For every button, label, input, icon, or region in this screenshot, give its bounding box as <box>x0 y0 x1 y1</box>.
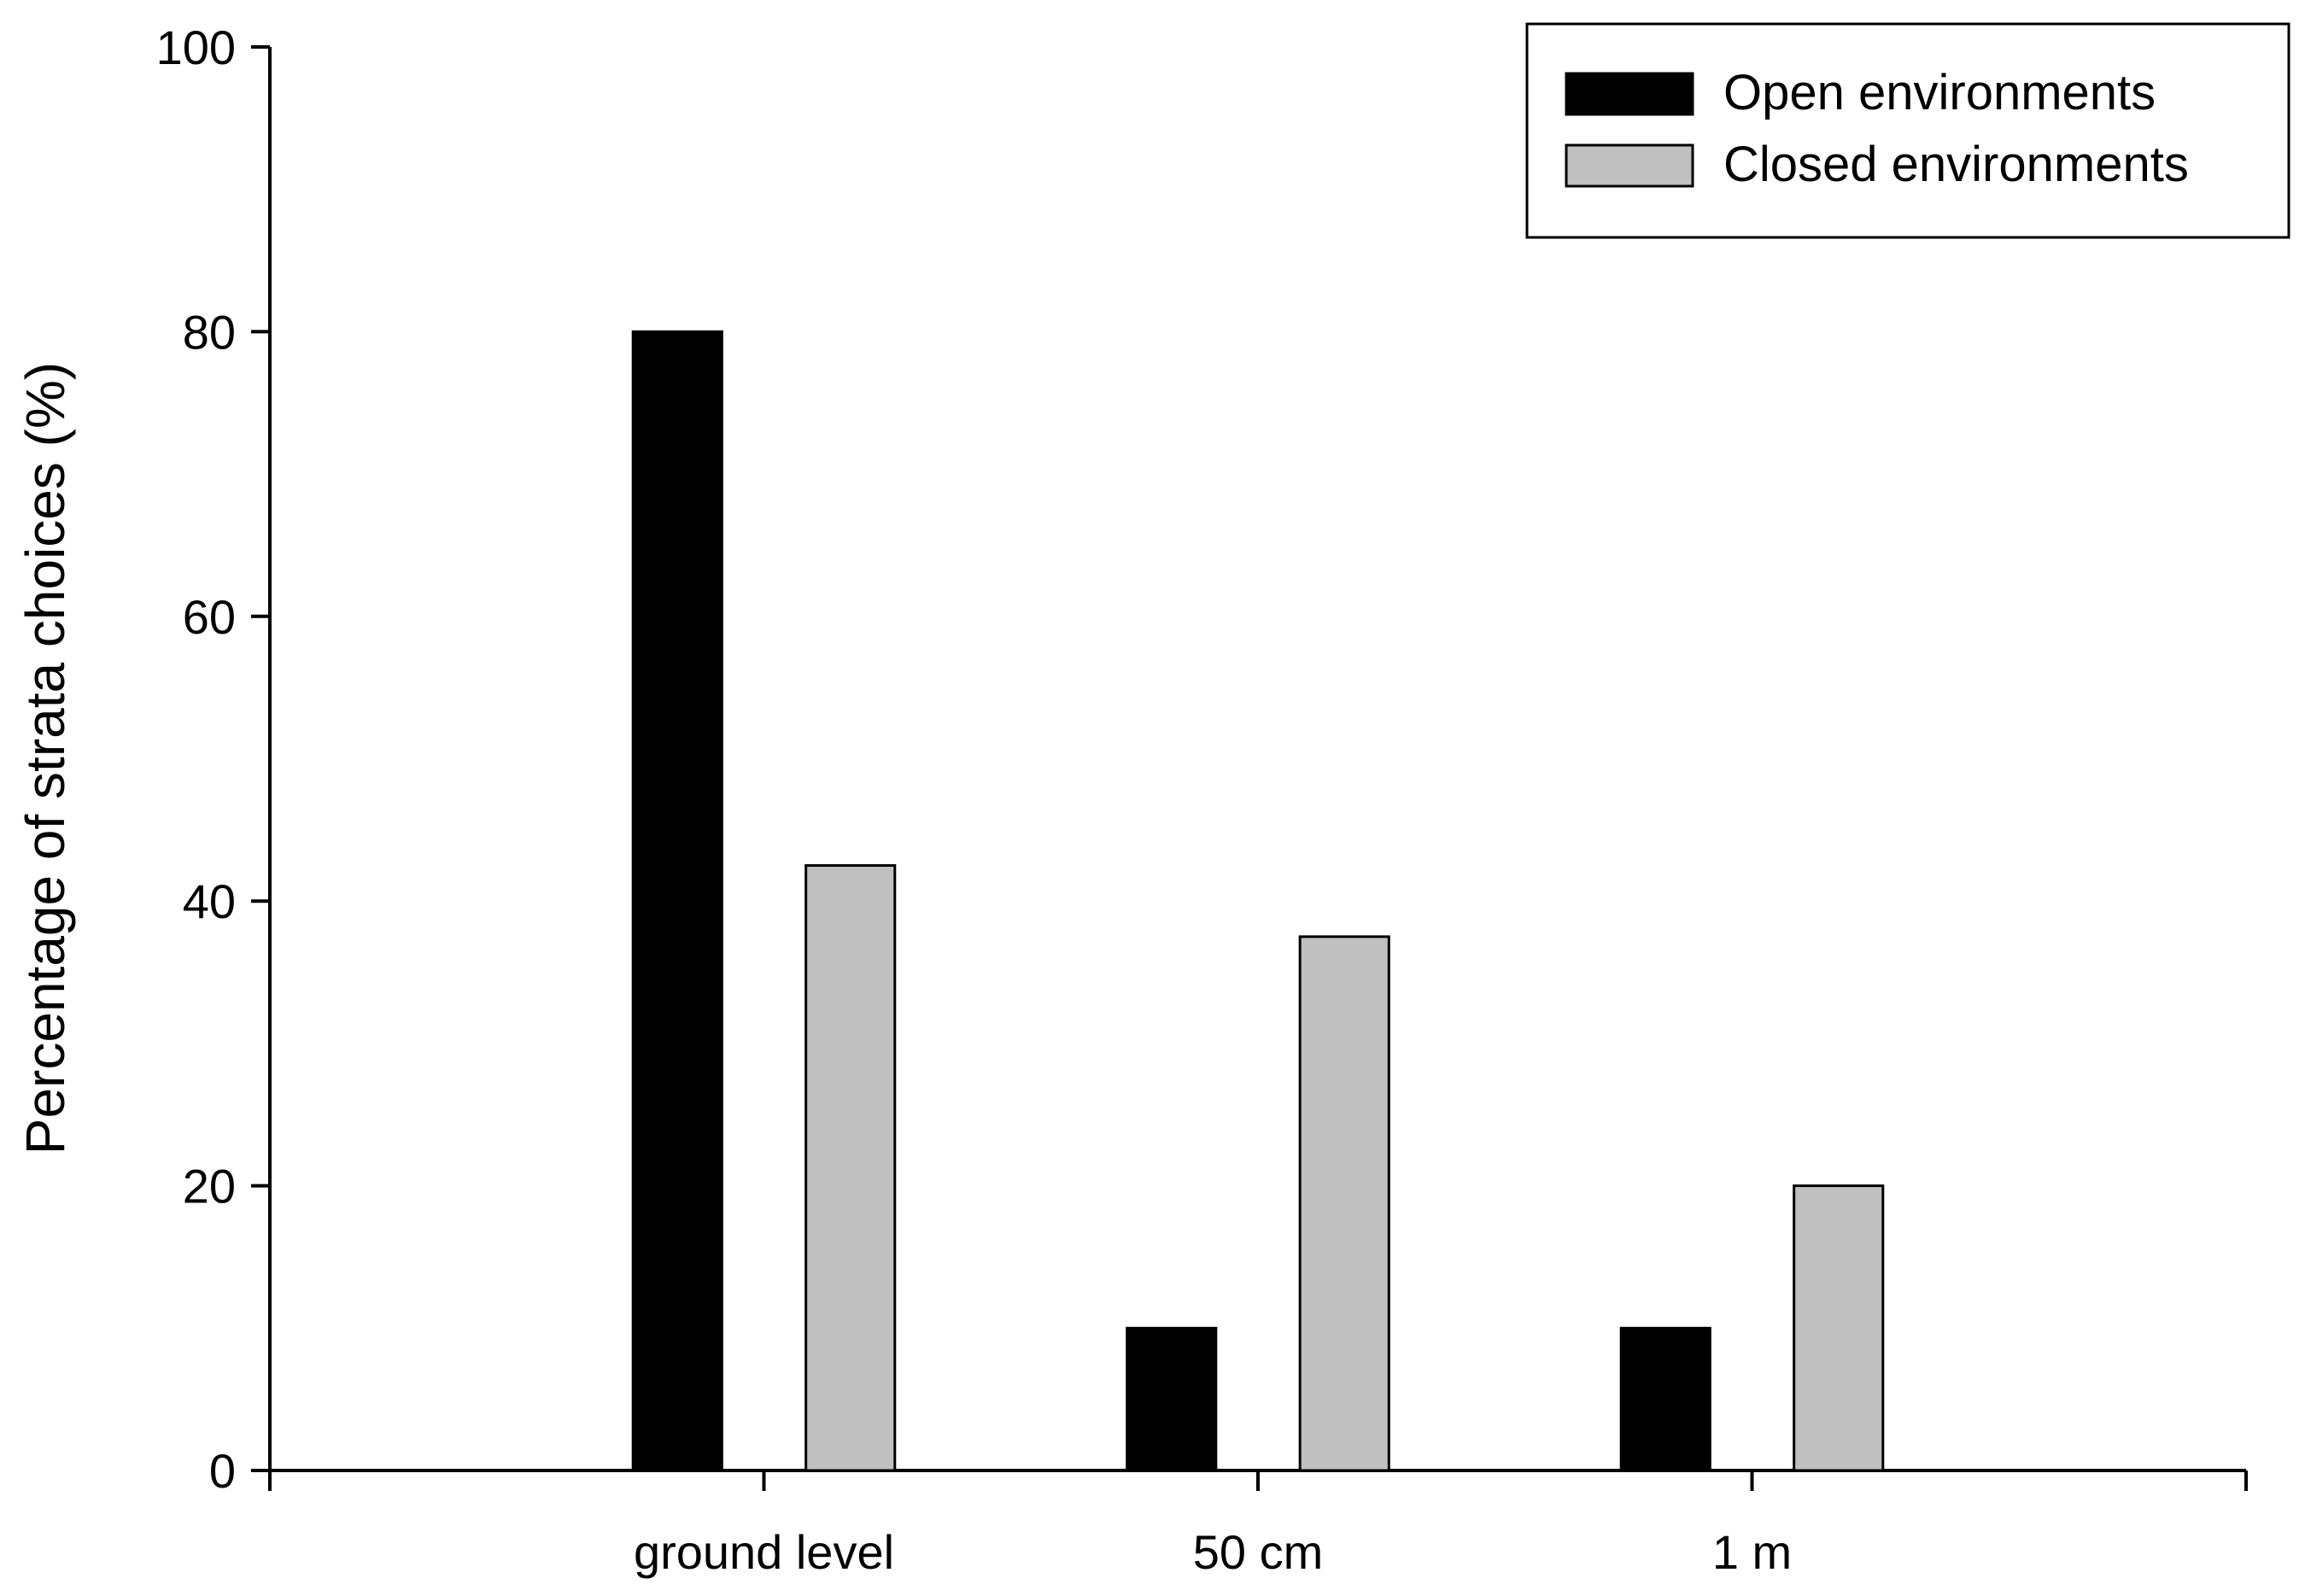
y-tick-label: 80 <box>183 305 236 359</box>
legend-label: Open environments <box>1723 65 2156 120</box>
bar-open-1 <box>1126 1326 1218 1472</box>
y-axis: 0 20 40 60 80 100 <box>156 20 272 1498</box>
y-tick-label: 20 <box>183 1160 236 1213</box>
bar-open-2 <box>1619 1326 1711 1472</box>
y-tick-label: 100 <box>156 20 236 74</box>
bar-closed-0 <box>804 864 897 1472</box>
legend-swatch <box>1565 143 1694 188</box>
legend-swatch <box>1565 72 1694 116</box>
legend: Open environments Closed environments <box>1525 22 2290 239</box>
legend-box <box>1525 22 2290 239</box>
x-tick-label: 1 m <box>1712 1525 1792 1579</box>
bar-open-0 <box>631 330 723 1472</box>
y-tick-label: 0 <box>209 1444 236 1498</box>
x-tick-label: ground level <box>634 1525 894 1579</box>
bar-closed-1 <box>1298 935 1390 1472</box>
y-axis-title: Percentage of strata choices (%) <box>15 362 76 1155</box>
bars <box>631 330 1885 1472</box>
y-tick-label: 60 <box>183 590 236 644</box>
y-tick-label: 40 <box>183 874 236 928</box>
legend-label: Closed environments <box>1723 137 2189 192</box>
bar-closed-2 <box>1793 1184 1885 1472</box>
x-tick-label: 50 cm <box>1193 1525 1324 1579</box>
x-axis: ground level 50 cm 1 m <box>268 1469 2248 1579</box>
